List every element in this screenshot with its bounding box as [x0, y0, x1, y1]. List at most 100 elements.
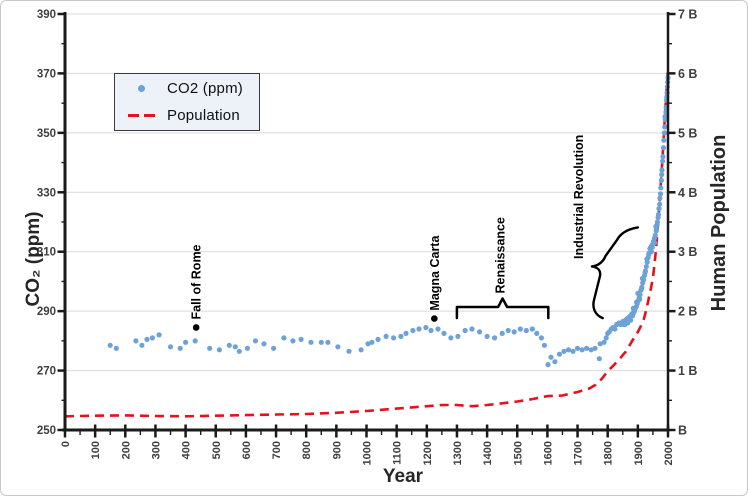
co2-point — [570, 348, 576, 354]
y-left-tick-label: 350 — [37, 128, 56, 140]
x-tick-label: 1700 — [573, 441, 585, 465]
y-right-tick-label: 4 B — [678, 186, 697, 200]
y-left-tick-label: 370 — [37, 68, 56, 80]
annotation-label: Renaissance — [494, 217, 508, 293]
x-tick-label: 900 — [331, 441, 343, 459]
co2-point — [346, 348, 352, 354]
co2-point — [484, 333, 490, 339]
co2-point — [335, 344, 341, 350]
y-left-tick-label: 310 — [37, 247, 56, 259]
co2-marker-icon — [115, 85, 167, 93]
co2-point — [403, 330, 409, 336]
co2-point — [642, 268, 649, 274]
co2-point — [469, 326, 475, 332]
co2-point — [548, 354, 554, 360]
co2-point — [523, 327, 529, 334]
co2-point — [236, 348, 242, 354]
co2-point — [662, 124, 668, 130]
co2-point — [113, 345, 119, 351]
co2-point — [207, 345, 213, 351]
y-right-tick-label: B — [678, 424, 687, 438]
y-left-tick-label: 290 — [37, 306, 56, 318]
co2-point — [149, 335, 155, 341]
y-right-tick-label: 1 B — [678, 364, 697, 378]
y-right-tick-label: 2 B — [678, 305, 697, 319]
x-tick-label: 1800 — [603, 441, 615, 465]
co2-point — [637, 292, 643, 298]
co2-point — [423, 324, 429, 331]
co2-point — [428, 327, 434, 334]
renaissance-brace — [455, 297, 550, 320]
co2-point — [216, 347, 222, 353]
co2-point — [325, 339, 331, 345]
co2-point — [244, 345, 250, 351]
co2-point — [655, 212, 662, 218]
co2-point — [658, 185, 664, 191]
co2-point — [281, 335, 287, 341]
co2-point — [603, 335, 609, 341]
x-tick-label: 2000 — [663, 441, 675, 465]
co2-point — [290, 338, 296, 344]
annotation-label: Fall of Rome — [190, 244, 204, 319]
co2-point — [652, 232, 658, 238]
x-tick-label: 100 — [90, 441, 102, 459]
co2-point — [375, 336, 381, 342]
y-right-axis-title: Human Population — [708, 135, 730, 312]
co2-point — [398, 333, 404, 339]
co2-point — [261, 341, 267, 347]
co2-point — [643, 264, 649, 270]
co2-point — [639, 284, 645, 290]
co2-point — [448, 335, 454, 341]
co2-point — [660, 145, 667, 151]
co2-point — [561, 348, 567, 354]
co2-point — [416, 326, 422, 332]
co2-point — [308, 339, 314, 345]
population-marker-icon — [115, 113, 167, 118]
co2-point — [107, 342, 113, 348]
x-tick-label: 1600 — [542, 441, 554, 465]
co2-point — [183, 339, 189, 345]
co2-point — [641, 277, 647, 283]
y-right-tick-label: 6 B — [678, 67, 697, 81]
co2-point — [365, 341, 371, 347]
co2-point — [579, 347, 585, 353]
annotation-label: Magna Carta — [428, 235, 442, 311]
co2-point — [144, 336, 150, 342]
co2-point — [139, 342, 145, 348]
co2-point — [662, 116, 668, 123]
co2-point — [659, 171, 665, 178]
co2-point — [133, 338, 139, 344]
co2-point — [584, 345, 590, 351]
industrial-revolution-brace — [590, 226, 640, 320]
x-tick-label: 800 — [301, 441, 313, 459]
co2-point — [652, 240, 658, 246]
y-left-axis-title: CO₂ (ppm) — [23, 212, 44, 307]
co2-point — [565, 347, 572, 353]
x-tick-label: 200 — [120, 441, 132, 459]
co2-point — [529, 326, 535, 332]
co2-point — [252, 338, 259, 344]
co2-point — [660, 154, 666, 160]
co2-point — [552, 359, 558, 365]
x-tick-label: 0 — [60, 441, 72, 447]
co2-point — [628, 317, 634, 323]
co2-point — [226, 342, 232, 348]
co2-point — [435, 326, 441, 332]
co2-point — [644, 259, 650, 265]
co2-point — [358, 347, 364, 353]
co2-point — [657, 201, 663, 207]
co2-point — [656, 206, 662, 212]
co2-point — [661, 137, 667, 143]
y-left-tick-label: 330 — [37, 187, 56, 199]
co2-point — [455, 333, 461, 339]
co2-point — [592, 345, 598, 351]
co2-point — [492, 335, 498, 341]
co2-point — [156, 332, 162, 338]
x-tick-label: 700 — [271, 441, 283, 459]
co2-point — [596, 356, 602, 362]
co2-point — [383, 333, 389, 339]
co2-point — [545, 362, 551, 368]
y-right-tick-label: 3 B — [678, 245, 697, 259]
